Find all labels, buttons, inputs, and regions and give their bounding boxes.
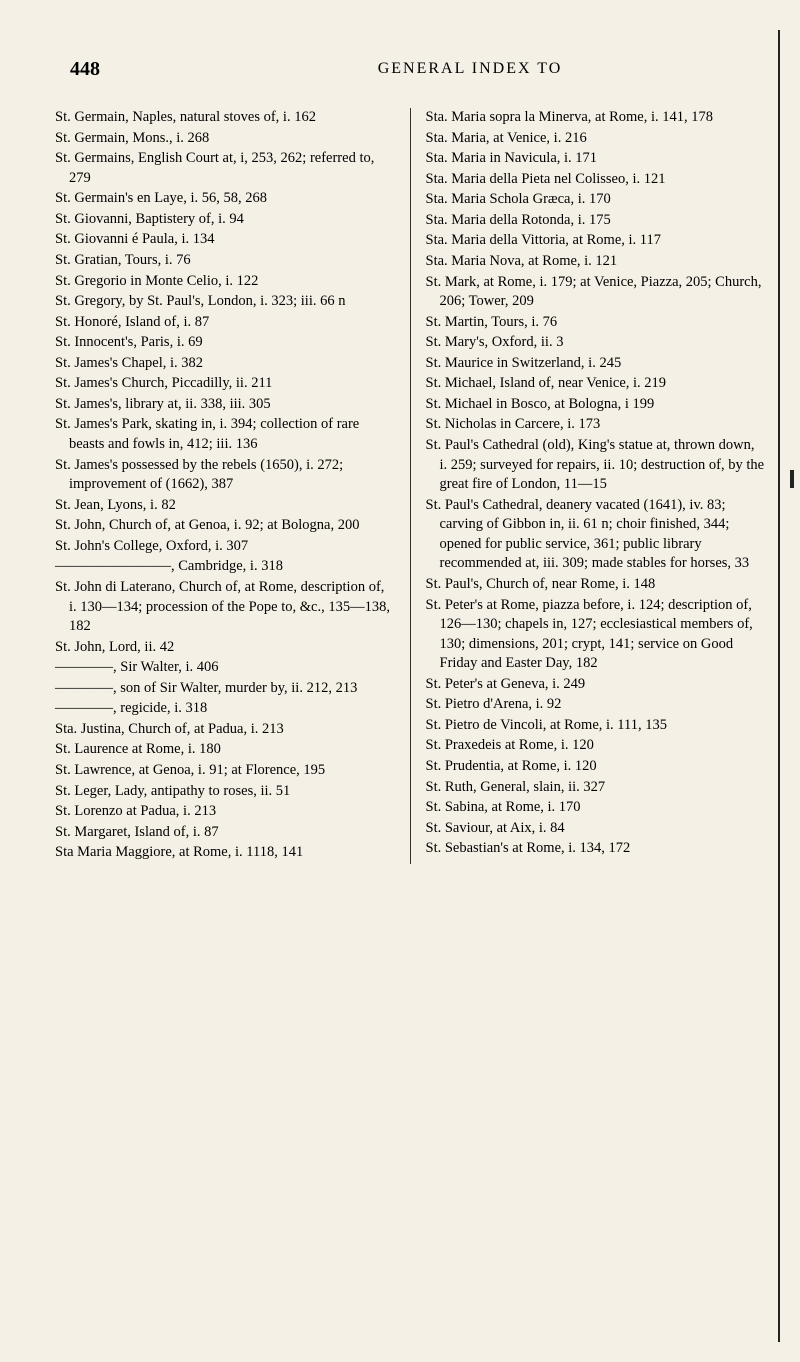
index-entry: St. Margaret, Island of, i. 87 [55,823,395,843]
index-entry: St. Sabina, at Rome, i. 170 [426,798,766,818]
index-entry: Sta. Maria in Navicula, i. 171 [426,149,766,169]
index-entry: St. Mary's, Oxford, ii. 3 [426,333,766,353]
index-entry: St. Paul's, Church of, near Rome, i. 148 [426,575,766,595]
index-entry: St. Michael, Island of, near Venice, i. … [426,374,766,394]
index-entry: Sta. Maria sopra la Minerva, at Rome, i.… [426,108,766,128]
column-divider [410,108,411,864]
index-entry: St. Saviour, at Aix, i. 84 [426,819,766,839]
index-entry: St. Paul's Cathedral (old), King's statu… [426,436,766,495]
index-entry: St. Germain, Mons., i. 268 [55,129,395,149]
index-entry: St. Paul's Cathedral, deanery vacated (1… [426,496,766,574]
index-entry: St. Prudentia, at Rome, i. 120 [426,757,766,777]
index-entry: ————, son of Sir Walter, murder by, ii. … [55,679,395,699]
index-entry: St. Jean, Lyons, i. 82 [55,496,395,516]
index-entry: St. Lorenzo at Padua, i. 213 [55,802,395,822]
index-entry: St. Gregory, by St. Paul's, London, i. 3… [55,292,395,312]
index-entry: St. Peter's at Geneva, i. 249 [426,675,766,695]
index-entry: St. James's, library at, ii. 338, iii. 3… [55,395,395,415]
index-entry: St. Honoré, Island of, i. 87 [55,313,395,333]
index-entry: St. John's College, Oxford, i. 307 [55,537,395,557]
index-entry: St. Leger, Lady, antipathy to roses, ii.… [55,782,395,802]
index-entry: St. Praxedeis at Rome, i. 120 [426,736,766,756]
index-entry: Sta. Maria Nova, at Rome, i. 121 [426,252,766,272]
index-entry: St. James's Chapel, i. 382 [55,354,395,374]
index-entry: St. Germains, English Court at, i, 253, … [55,149,395,188]
index-entry: St. Maurice in Switzerland, i. 245 [426,354,766,374]
index-entry: St. Lawrence, at Genoa, i. 91; at Floren… [55,761,395,781]
index-entry: St. Innocent's, Paris, i. 69 [55,333,395,353]
index-entry: Sta. Maria Schola Græca, i. 170 [426,190,766,210]
index-entry: St. James's Park, skating in, i. 394; co… [55,415,395,454]
page-header: GENERAL INDEX TO [55,50,765,78]
index-entry: St. Martin, Tours, i. 76 [426,313,766,333]
index-entry: ————, regicide, i. 318 [55,699,395,719]
index-entry: St. Gregorio in Monte Celio, i. 122 [55,272,395,292]
right-column: Sta. Maria sopra la Minerva, at Rome, i.… [426,108,766,864]
index-entry: St. John, Church of, at Genoa, i. 92; at… [55,516,395,536]
index-entry: St. Laurence at Rome, i. 180 [55,740,395,760]
index-entry: St. John di Laterano, Church of, at Rome… [55,578,395,637]
index-entry: Sta Maria Maggiore, at Rome, i. 1118, 14… [55,843,395,863]
index-entry: St. Pietro de Vincoli, at Rome, i. 111, … [426,716,766,736]
index-entry: St. Pietro d'Arena, i. 92 [426,695,766,715]
index-content: St. Germain, Naples, natural stoves of, … [55,108,765,864]
index-entry: St. Ruth, General, slain, ii. 327 [426,778,766,798]
left-column: St. Germain, Naples, natural stoves of, … [55,108,395,864]
index-entry: St. John, Lord, ii. 42 [55,638,395,658]
page-number: 448 [70,58,100,81]
index-entry: St. Gratian, Tours, i. 76 [55,251,395,271]
index-entry: St. Peter's at Rome, piazza before, i. 1… [426,596,766,674]
index-entry: St. Mark, at Rome, i. 179; at Venice, Pi… [426,273,766,312]
index-entry: St. Giovanni, Baptistery of, i. 94 [55,210,395,230]
index-entry: St. Germain's en Laye, i. 56, 58, 268 [55,189,395,209]
index-entry: Sta. Justina, Church of, at Padua, i. 21… [55,720,395,740]
index-entry: St. James's Church, Piccadilly, ii. 211 [55,374,395,394]
page-right-border [778,30,780,1342]
index-entry: St. Sebastian's at Rome, i. 134, 172 [426,839,766,859]
index-entry: Sta. Maria, at Venice, i. 216 [426,129,766,149]
side-mark [790,470,794,488]
index-entry: Sta. Maria della Pieta nel Colisseo, i. … [426,170,766,190]
index-entry: St. Michael in Bosco, at Bologna, i 199 [426,395,766,415]
index-entry: Sta. Maria della Vittoria, at Rome, i. 1… [426,231,766,251]
index-entry: ————————, Cambridge, i. 318 [55,557,395,577]
index-entry: St. Nicholas in Carcere, i. 173 [426,415,766,435]
index-entry: St. James's possessed by the rebels (165… [55,456,395,495]
index-entry: St. Germain, Naples, natural stoves of, … [55,108,395,128]
index-entry: St. Giovanni é Paula, i. 134 [55,230,395,250]
index-entry: Sta. Maria della Rotonda, i. 175 [426,211,766,231]
index-entry: ————, Sir Walter, i. 406 [55,658,395,678]
